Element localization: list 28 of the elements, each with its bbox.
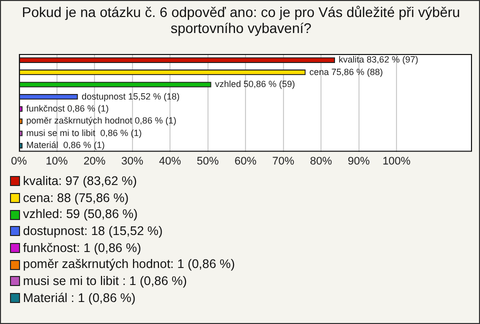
data-label: poměr zaškrnutých hodnot 0,86 % (1) [26,116,176,126]
x-tick-label: 60% [234,155,257,168]
legend-label: kvalita: 97 (83,62 %) [23,173,137,190]
legend-label: funkčnost: 1 (0,86 %) [23,240,142,256]
x-tick-label: 20% [83,155,106,168]
x-tick-label: 40% [158,155,182,168]
legend-label: dostupnost: 18 (15,52 %) [23,223,163,240]
x-tick-label: 80% [310,155,332,168]
x-tick-label: 10% [46,155,68,168]
x-tick-label: 50% [196,155,219,168]
legend-label: cena: 88 (75,86 %) [23,190,129,206]
data-label: vzhled 50,86 % (59) [214,79,296,90]
x-tick-label: 0% [11,155,28,168]
data-label: kvalita 83,62 % (97) [338,54,418,65]
data-label: Materiál 0,86 % (1) [26,140,105,150]
legend-label: vzhled: 59 (50,86 %) [23,206,138,224]
data-label: dostupnost 15,52 % (18) [82,91,180,102]
data-label: musi se mi to libit 0,86 % (1) [26,128,142,138]
x-tick-label: 90% [348,155,370,168]
x-tick-label: 70% [272,155,294,168]
x-tick-label: 100% [382,155,411,168]
legend-label: Materiál : 1 (0,86 %) [23,290,136,307]
legend-label: musi se mi to libit : 1 (0,86 %) [23,273,187,290]
data-label: funkčnost 0,86 % (1) [26,103,109,114]
data-label: cena 75,86 % (88) [309,66,383,77]
legend-label: poměr zaškrnutých hodnot: 1 (0,86 %) [23,256,235,274]
chart-title: Pokud je na otázku č. 6 odpověď ano: co je pro Vás důležité při výběru sportovního vybavení? [21,4,461,36]
x-tick-label: 30% [121,155,144,168]
